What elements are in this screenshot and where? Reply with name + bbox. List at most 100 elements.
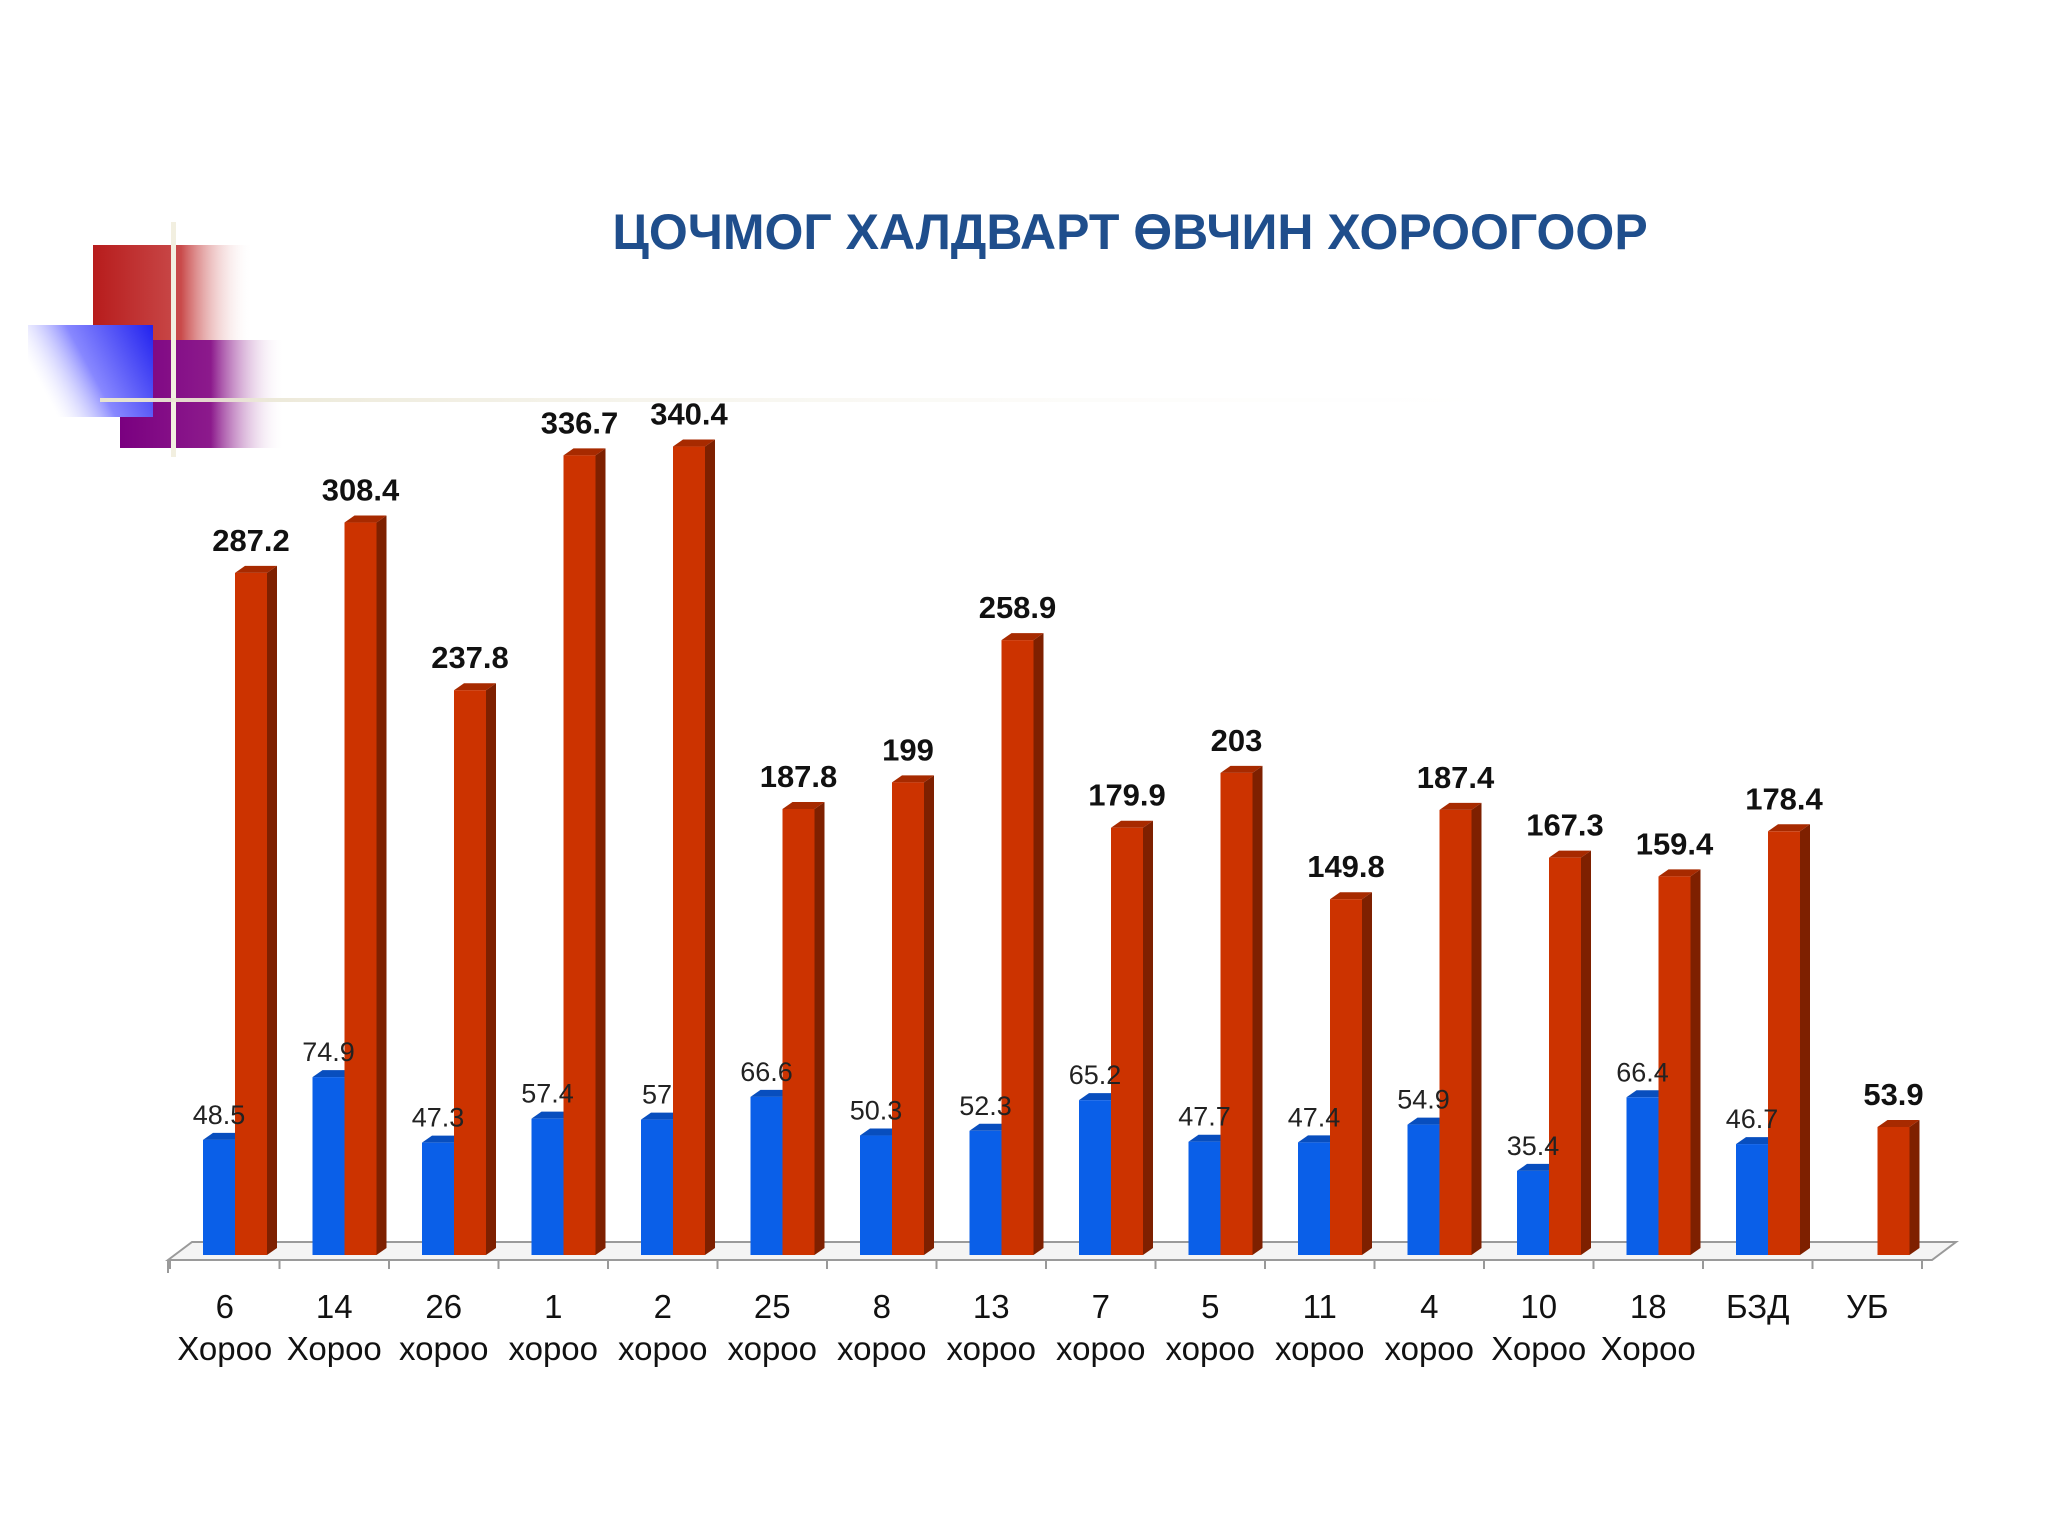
data-label-red: 336.7 (541, 405, 619, 440)
data-label-blue: 66.4 (1616, 1057, 1669, 1087)
bar-top (1736, 1137, 1778, 1145)
data-label-blue: 57 (642, 1080, 672, 1110)
data-label-red: 258.9 (979, 590, 1057, 625)
category-label: хороо (946, 1330, 1036, 1367)
floor-plane (165, 1241, 1959, 1261)
bar-side (1143, 820, 1153, 1255)
bar-red (1658, 876, 1691, 1255)
bar-top (344, 515, 387, 523)
bar-red (454, 690, 486, 1255)
data-label-blue: 48.5 (193, 1100, 246, 1130)
bar-top (1220, 765, 1263, 773)
bar-blue (1517, 1170, 1549, 1255)
data-label-blue: 35.4 (1507, 1131, 1560, 1161)
bar-red (1330, 899, 1362, 1255)
bar-top (1298, 1135, 1340, 1143)
bar-red (1768, 831, 1800, 1255)
bars-group (203, 439, 1920, 1255)
data-label-red: 199 (882, 732, 934, 767)
bar-side (924, 775, 934, 1255)
bar-top (1658, 869, 1701, 877)
data-label-blue: 57.4 (521, 1079, 574, 1109)
bar-top (1877, 1119, 1920, 1127)
category-label: 14 (316, 1288, 353, 1325)
data-label-red: 167.3 (1526, 808, 1604, 843)
category-label: хороо (1165, 1330, 1255, 1367)
bar-top (782, 801, 825, 809)
bar-red (1439, 809, 1472, 1255)
bar-side (1690, 869, 1701, 1255)
bar-top (1768, 824, 1810, 832)
data-label-red: 203 (1211, 723, 1263, 758)
bar-top (1549, 850, 1591, 858)
category-label: Хороо (1491, 1330, 1586, 1367)
bar-top (1079, 1093, 1121, 1101)
bar-blue (641, 1119, 673, 1255)
bar-blue (969, 1130, 1002, 1255)
bar-top (1407, 1117, 1450, 1125)
data-label-blue: 52.3 (959, 1091, 1012, 1121)
bar-side (1581, 850, 1591, 1255)
category-label: УБ (1846, 1288, 1889, 1325)
bar-top (1001, 633, 1044, 641)
category-label: 1 (544, 1288, 562, 1325)
category-label: 7 (1092, 1288, 1110, 1325)
bar-top (563, 448, 606, 456)
bar-blue (422, 1142, 454, 1255)
bar-red (892, 782, 924, 1255)
data-label-red: 287.2 (212, 523, 290, 558)
data-label-red: 53.9 (1863, 1077, 1923, 1112)
data-label-blue: 47.7 (1178, 1102, 1231, 1132)
bar-red (235, 572, 267, 1255)
category-label: 26 (425, 1288, 462, 1325)
category-label: 2 (654, 1288, 672, 1325)
bar-top (203, 1132, 245, 1140)
category-label: 10 (1520, 1288, 1557, 1325)
category-label: 8 (873, 1288, 891, 1325)
category-label: хороо (508, 1330, 598, 1367)
bar-red (1111, 827, 1143, 1255)
category-label: хороо (1275, 1330, 1365, 1367)
bar-top (1517, 1163, 1559, 1171)
bar-top (641, 1112, 683, 1120)
data-label-red: 179.9 (1088, 778, 1166, 813)
category-label: Хороо (287, 1330, 382, 1367)
category-label: хороо (1056, 1330, 1146, 1367)
data-label-red: 187.8 (760, 759, 838, 794)
category-label: хороо (1384, 1330, 1474, 1367)
bar-top (969, 1123, 1012, 1131)
bar-blue (1298, 1142, 1330, 1255)
category-label: БЗД (1726, 1288, 1790, 1325)
bar-red (1001, 640, 1034, 1255)
category-label: 6 (216, 1288, 234, 1325)
category-label: 18 (1630, 1288, 1667, 1325)
bar-top (1111, 820, 1153, 828)
bar-side (1033, 633, 1044, 1255)
data-label-blue: 47.4 (1288, 1102, 1341, 1132)
bar-side (1909, 1119, 1920, 1255)
bar-top (860, 1128, 902, 1136)
bar-side (1362, 892, 1372, 1255)
data-label-blue: 50.3 (850, 1096, 903, 1126)
bar-blue (1736, 1144, 1768, 1255)
category-label: Хороо (177, 1330, 272, 1367)
data-label-red: 159.4 (1636, 826, 1714, 861)
data-label-blue: 46.7 (1726, 1104, 1779, 1134)
bar-blue (1407, 1124, 1440, 1255)
bar-side (376, 515, 387, 1255)
bar-red (563, 455, 596, 1255)
category-label: 4 (1420, 1288, 1438, 1325)
bar-red (1549, 857, 1581, 1255)
bar-top (312, 1070, 355, 1078)
bar-red (782, 808, 815, 1255)
category-label: 5 (1201, 1288, 1219, 1325)
bar-side (1471, 802, 1482, 1255)
data-label-blue: 66.6 (740, 1057, 793, 1087)
bar-red (1220, 772, 1253, 1255)
data-label-blue: 65.2 (1069, 1060, 1122, 1090)
data-label-blue: 47.3 (412, 1103, 465, 1133)
bar-top (454, 683, 496, 691)
data-label-red: 308.4 (322, 473, 400, 508)
bar-red (673, 446, 705, 1255)
